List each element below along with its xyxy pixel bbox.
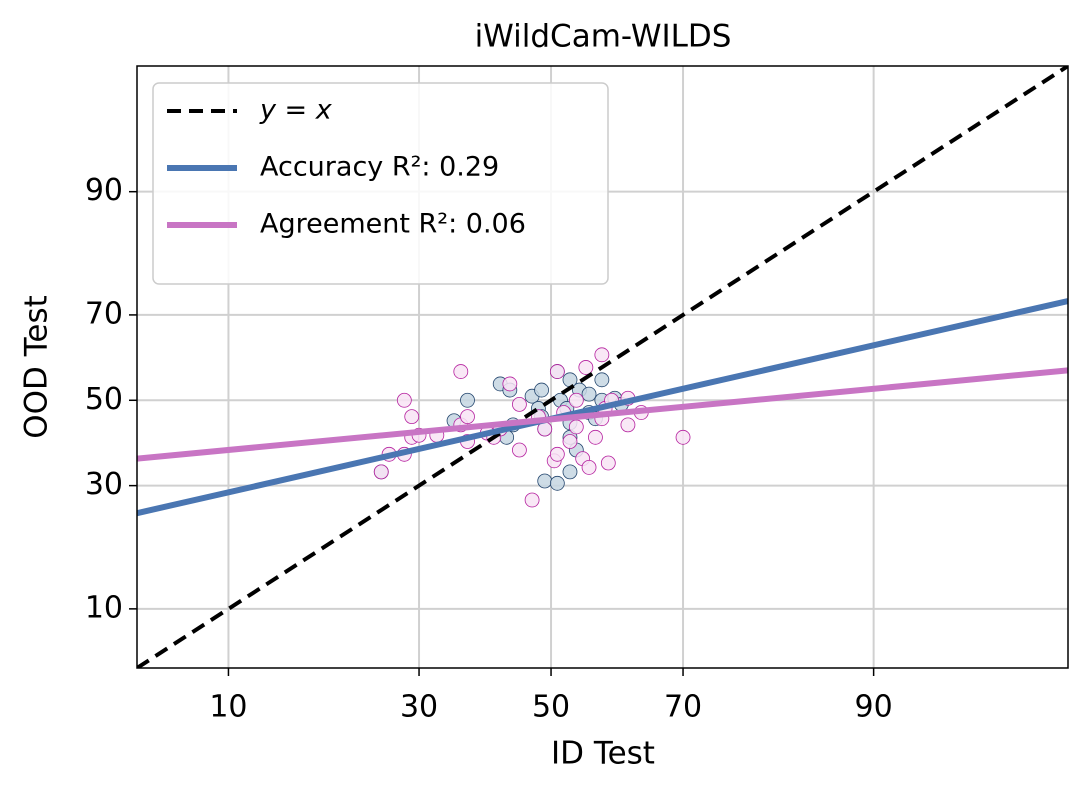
scatter-point — [534, 382, 549, 398]
scatter-point — [512, 396, 527, 412]
x-tick-label: 10 — [209, 690, 247, 725]
scatter-point — [581, 460, 597, 475]
scatter-point — [568, 419, 584, 435]
fit-line — [137, 66, 1068, 668]
plot-area — [137, 66, 1068, 668]
y-tick-label: 90 — [85, 173, 123, 208]
scatter-point — [562, 464, 578, 480]
scatter-point — [581, 386, 597, 402]
scatter-point — [537, 473, 553, 489]
y-tick-label: 30 — [85, 467, 123, 502]
x-tick-label: 30 — [400, 690, 438, 725]
scatter-point — [396, 392, 412, 408]
scatter-point — [460, 409, 475, 425]
scatter-point — [549, 475, 565, 491]
x-tick-label: 90 — [855, 690, 893, 725]
scatter-point — [549, 364, 565, 379]
scatter-point — [404, 409, 420, 425]
scatter-point — [453, 364, 469, 379]
scatter-point — [524, 492, 540, 508]
scatter-point — [588, 429, 603, 445]
scatter-point — [594, 372, 610, 388]
y-tick-label: 50 — [85, 382, 123, 417]
y-tick-label: 10 — [85, 590, 123, 625]
scatter-point — [620, 417, 636, 433]
plot-frame — [136, 65, 1069, 669]
fit-line — [137, 298, 1068, 517]
scatter-point — [578, 360, 594, 375]
scatter-point — [549, 446, 565, 462]
legend-label: Agreement R²: 0.06 — [260, 209, 526, 240]
x-axis-label: ID Test — [551, 736, 655, 772]
legend-label: y = x — [259, 95, 333, 126]
scatter-point — [512, 442, 527, 458]
chart-title: iWildCam-WILDS — [475, 19, 732, 55]
x-tick-label: 50 — [532, 690, 570, 725]
fit-line — [137, 367, 1068, 462]
scatter-point — [562, 372, 578, 388]
scatter-point — [502, 376, 518, 392]
y-tick-label: 70 — [85, 296, 123, 331]
scatter-point — [568, 392, 584, 408]
legend-label: Accuracy R²: 0.29 — [260, 152, 499, 183]
scatter-point — [562, 434, 578, 449]
y-axis-label: OOD Test — [19, 295, 55, 439]
scatter-point — [600, 455, 616, 471]
scatter-point — [675, 429, 691, 445]
legend-box — [152, 82, 609, 285]
scatter-point — [460, 392, 475, 408]
x-tick-label: 70 — [664, 690, 702, 725]
scatter-point — [594, 347, 610, 363]
scatter-point — [373, 464, 389, 480]
